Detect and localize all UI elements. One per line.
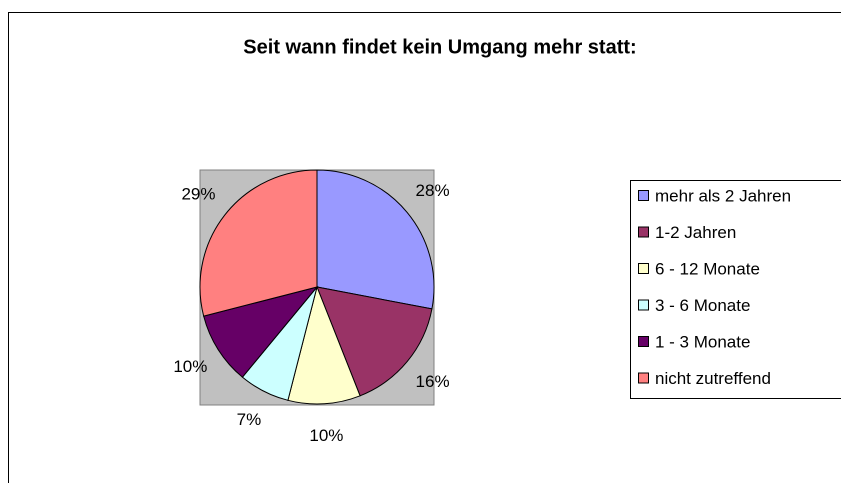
legend-label: nicht zutreffend [655,369,771,388]
legend-label: 3 - 6 Monate [655,296,750,315]
data-label: 16% [416,372,450,391]
pie-slice [287,285,361,405]
legend-swatch [638,190,649,201]
pie-slice [199,169,318,317]
legend-swatch [638,263,649,274]
legend-swatch [638,336,649,347]
legend-label: mehr als 2 Jahren [655,186,791,205]
chart-title: Seit wann findet kein Umgang mehr statt: [243,36,636,58]
data-label: 29% [181,185,215,204]
legend [630,180,841,399]
data-label: 10% [173,357,207,376]
pie-slice [316,169,435,310]
pie-slice [316,286,433,397]
data-label: 28% [416,181,450,200]
pie-slice [203,286,319,378]
data-label: 7% [237,410,262,429]
data-label: 10% [309,426,343,445]
legend-label: 1-2 Jahren [655,223,736,242]
legend-swatch [638,299,649,311]
legend-label: 1 - 3 Monate [655,332,750,351]
legend-swatch [638,372,649,384]
legend-swatch [638,226,649,238]
legend-label: 6 - 12 Monate [655,259,760,278]
